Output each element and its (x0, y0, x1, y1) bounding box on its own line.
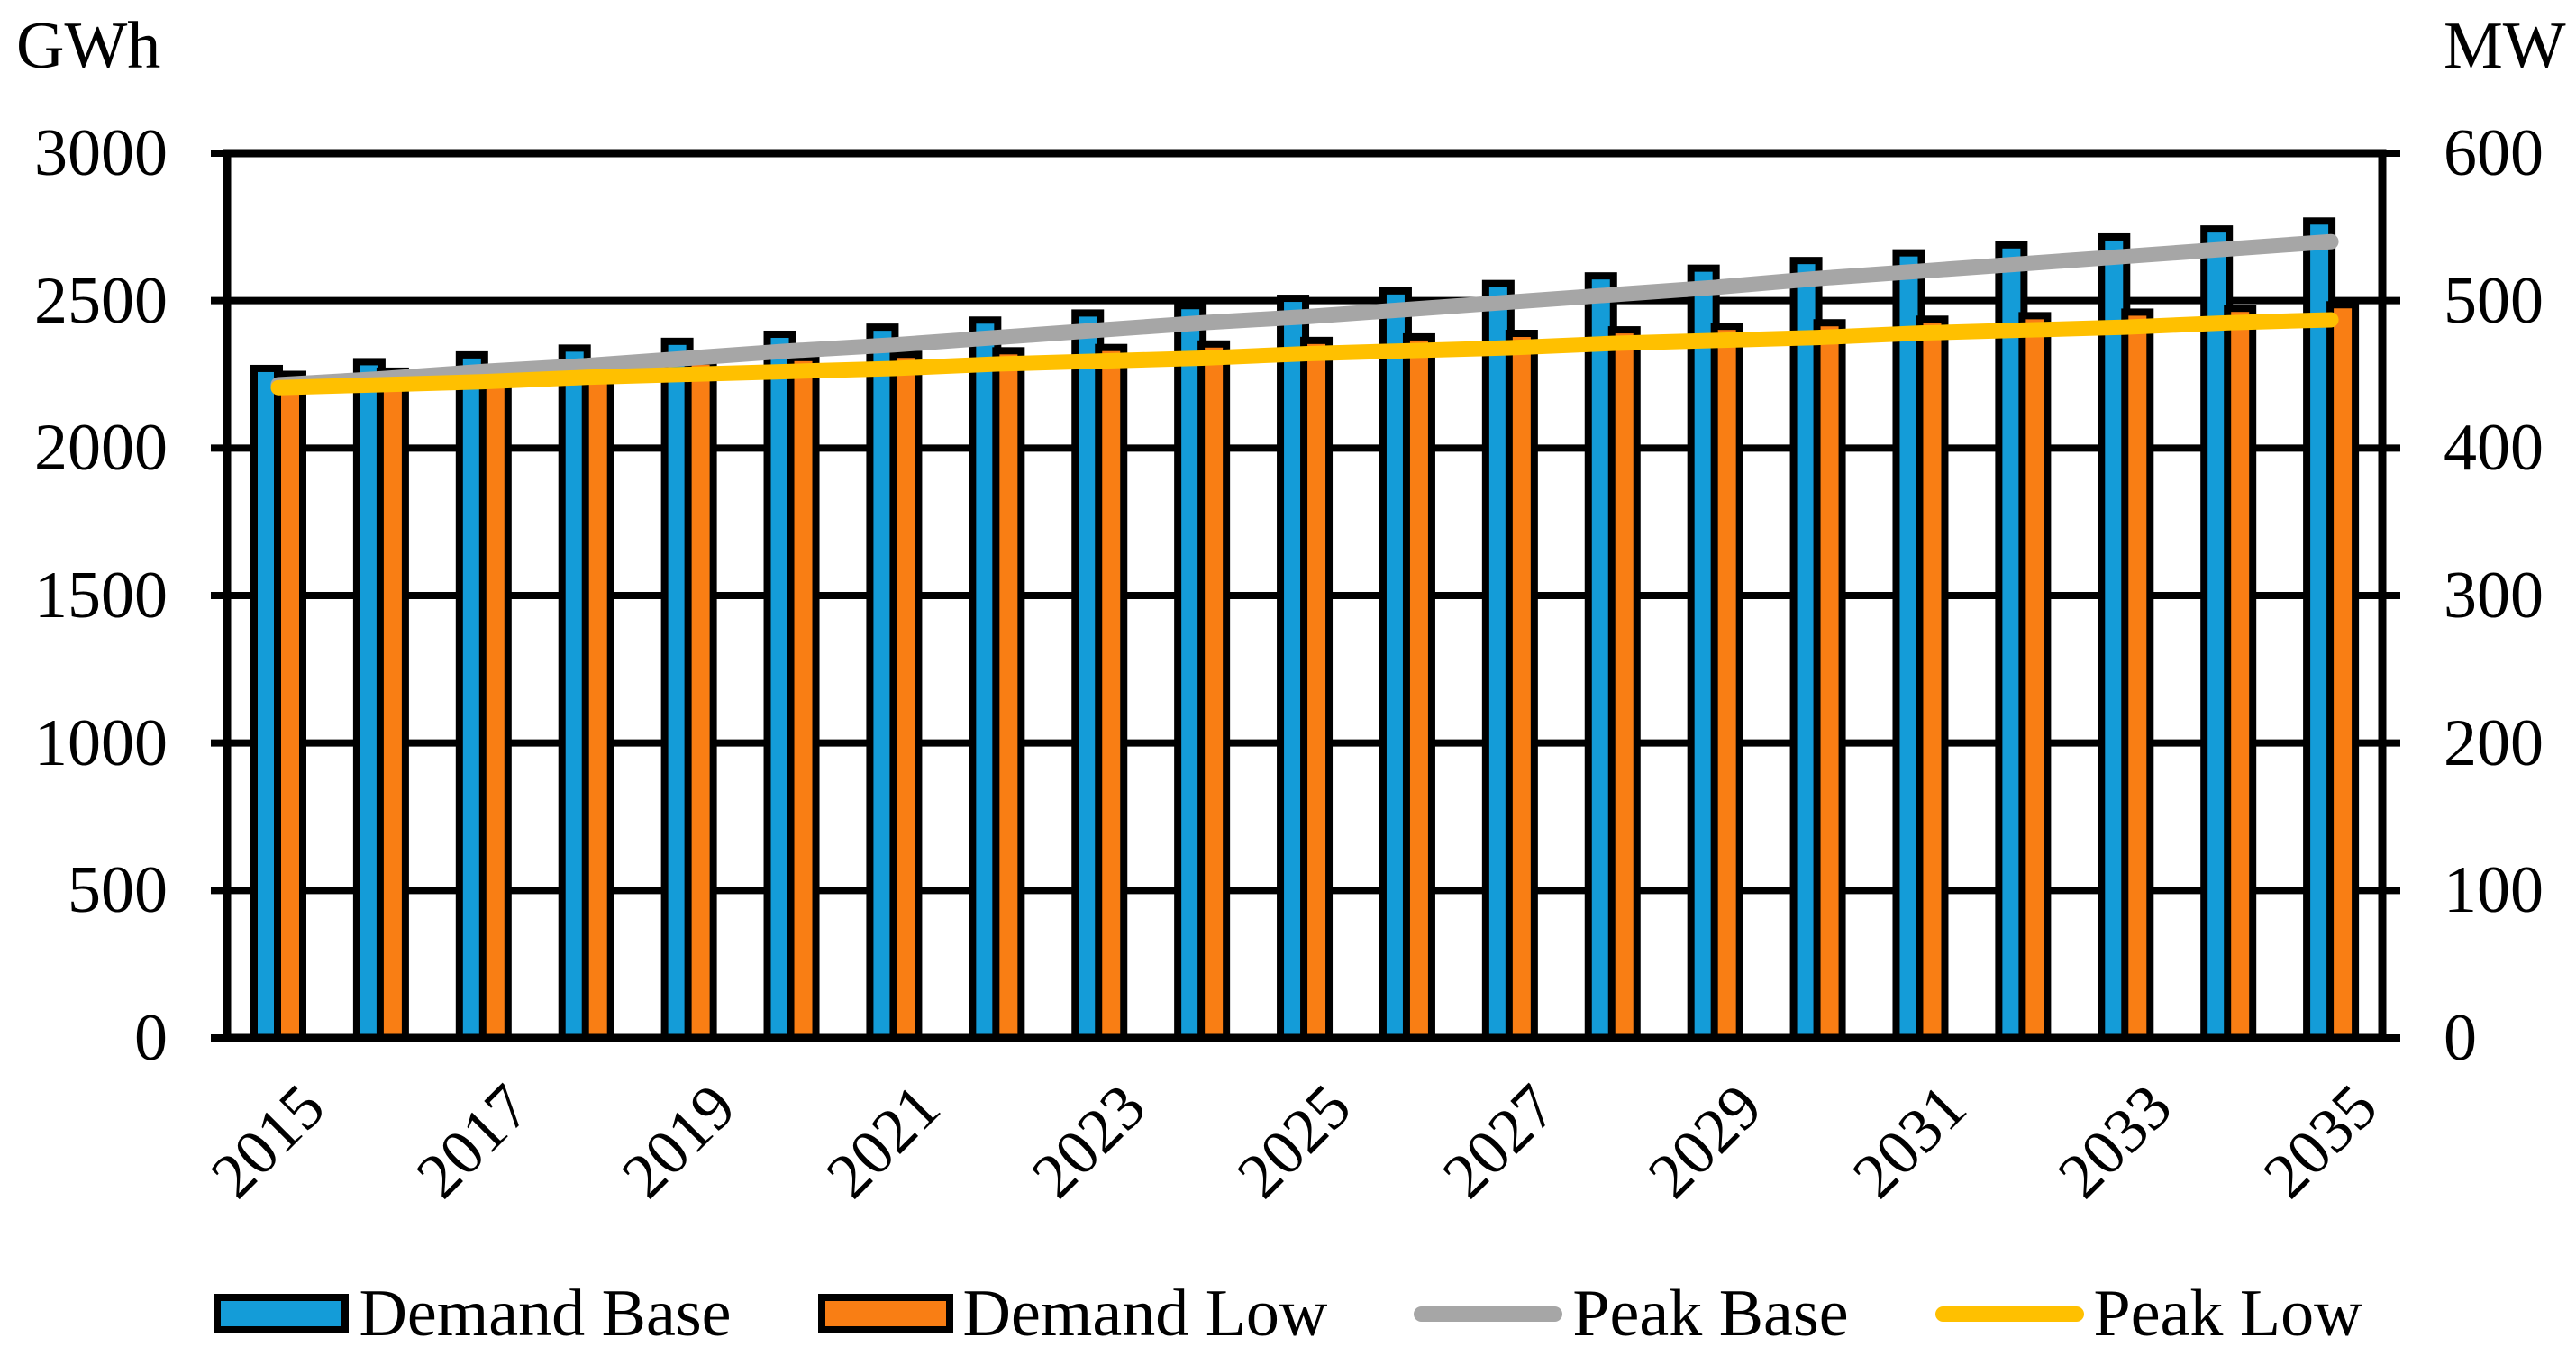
demand-base-swatch (214, 1294, 350, 1333)
right-axis-tick-label: 100 (2444, 853, 2544, 928)
bar-demand-low (376, 367, 409, 1042)
legend-item-peak-base: Peak Base (1414, 1277, 1849, 1351)
legend-label: Demand Base (359, 1277, 732, 1351)
left-axis-tick-label: 1500 (34, 559, 168, 632)
right-axis-tick-label: 500 (2444, 263, 2544, 338)
left-axis-tick-label: 0 (134, 1001, 168, 1075)
right-axis-tick-label: 200 (2444, 705, 2544, 780)
legend-label: Demand Low (962, 1277, 1328, 1351)
line-peak-low (270, 312, 2339, 396)
chart-legend: Demand Base Demand Low Peak Base Peak Lo… (0, 1279, 2576, 1348)
bar-demand-low (992, 347, 1025, 1042)
bar-demand-low (2121, 308, 2154, 1042)
bar-demand-low (889, 350, 923, 1042)
left-axis-tick-label: 3000 (34, 116, 168, 190)
bar-demand-low (1402, 332, 1435, 1042)
legend-item-peak-low: Peak Low (1934, 1277, 2362, 1351)
left-axis-tick-label: 1000 (34, 705, 168, 780)
bar-demand-low (274, 370, 306, 1042)
bar-demand-low (1710, 323, 1743, 1042)
bar-demand-low (684, 357, 717, 1042)
legend-item-demand-base: Demand Base (214, 1277, 732, 1351)
right-axis-tick-label: 300 (2444, 559, 2544, 632)
bar-demand-low (1505, 330, 1538, 1042)
demand-low-swatch (817, 1294, 953, 1333)
legend-label: Peak Base (1572, 1277, 1849, 1351)
left-axis-tick-label: 2000 (34, 411, 168, 486)
bar-demand-low (1813, 319, 1846, 1042)
peak-low-swatch (1934, 1306, 2084, 1322)
bar-demand-low (1095, 343, 1128, 1042)
bar-demand-low (787, 353, 820, 1042)
bar-demand-low (2018, 312, 2052, 1042)
bar-demand-low (478, 363, 512, 1042)
bar-demand-low (1197, 340, 1231, 1042)
plot-border (223, 149, 2387, 1042)
bar-demand-low (581, 360, 614, 1042)
left-axis-title: GWh (16, 9, 161, 83)
left-axis-tick-label: 2500 (34, 263, 168, 338)
right-axis-tick-label: 600 (2444, 116, 2544, 190)
bar-demand-low (1916, 315, 1949, 1042)
right-axis-tick-label: 0 (2444, 1001, 2477, 1075)
right-axis-tick-label: 400 (2444, 411, 2544, 486)
bar-demand-low (1300, 336, 1334, 1042)
right-axis-title: MW (2444, 9, 2566, 83)
left-axis-tick-label: 500 (68, 853, 168, 928)
bar-demand-low (2326, 301, 2360, 1042)
bar-demand-low (2224, 305, 2257, 1042)
legend-label: Peak Low (2093, 1277, 2362, 1351)
line-peak-base (270, 233, 2339, 393)
peak-base-swatch (1414, 1306, 1563, 1322)
bar-demand-low (1607, 326, 1641, 1042)
legend-item-demand-low: Demand Low (817, 1277, 1328, 1351)
